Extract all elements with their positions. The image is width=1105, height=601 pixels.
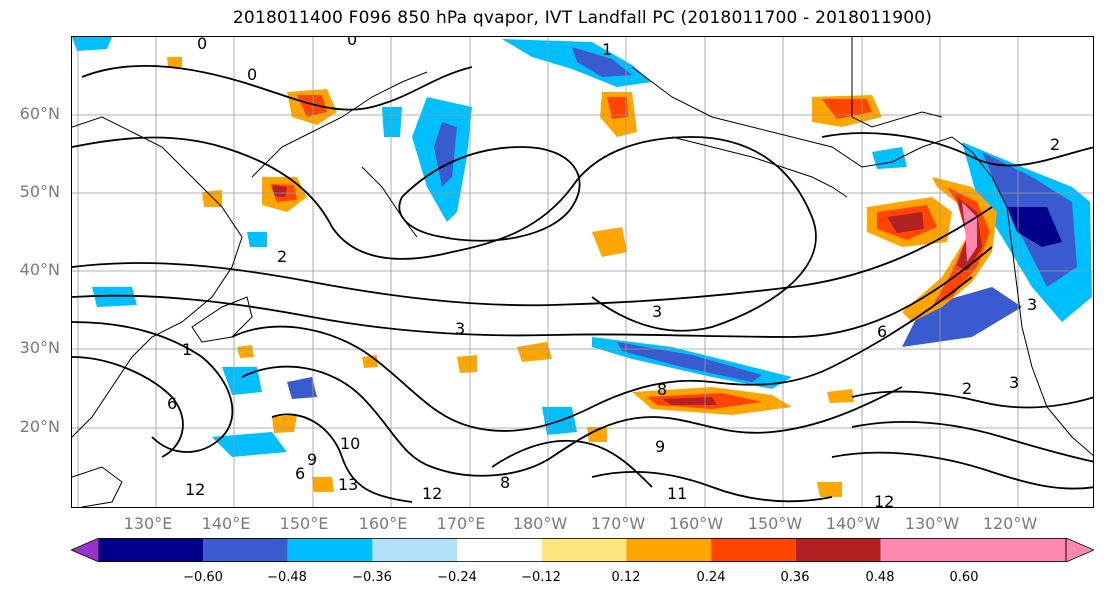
colorbar-tick-label: −0.24 — [437, 570, 477, 585]
contour-label: 9 — [655, 437, 665, 456]
colorbar-tick-label: −0.36 — [352, 570, 392, 585]
lon-label-160e: 160°E — [358, 514, 408, 533]
lon-label-140w: 140°W — [825, 514, 881, 533]
lat-label-30n: 30°N — [19, 338, 60, 357]
colorbar-segment — [203, 538, 288, 562]
contour-label: 6 — [877, 322, 887, 341]
colorbar-outline — [98, 538, 1067, 562]
colorbar-tick-label: 0.24 — [696, 570, 726, 585]
contour-label: 3 — [455, 319, 465, 338]
lon-label-150e: 150°E — [279, 514, 329, 533]
contour-label: 0 — [197, 37, 207, 53]
colorbar-tick-label: −0.60 — [183, 570, 223, 585]
contour-label: 11 — [667, 484, 687, 503]
colorbar-segments — [71, 538, 1094, 562]
colorbar-segment — [541, 538, 627, 562]
contour-label: 2 — [277, 247, 287, 266]
colorbar-tick-label: −0.12 — [521, 570, 561, 585]
colorbar-segment — [287, 538, 373, 562]
contour-label: 6 — [167, 394, 177, 413]
colorbar-segment — [711, 538, 796, 562]
ivt-contours — [72, 64, 1093, 503]
contour-label: 10 — [340, 434, 360, 453]
colorbar-segment — [372, 538, 458, 562]
shading-layer — [72, 37, 1092, 497]
lat-label-20n: 20°N — [19, 417, 60, 436]
contour-label: 1 — [182, 340, 192, 359]
lon-label-130e: 130°E — [123, 514, 173, 533]
lon-label-160w: 160°W — [668, 514, 724, 533]
contour-label: 9 — [307, 450, 317, 469]
contour-label: 3 — [1027, 295, 1037, 314]
contour-label: 8 — [500, 473, 510, 492]
colorbar-tick-label: 0.48 — [865, 570, 895, 585]
contour-label: 0 — [347, 37, 357, 49]
contour-label: 1 — [602, 40, 612, 59]
colorbar-segment — [457, 538, 542, 562]
contour-labels: 0 0 0 1 2 2 2 3 3 3 3 1 6 6 8 9 10 12 13… — [167, 37, 1060, 508]
colorbar-extend-high — [1065, 538, 1094, 562]
map-panel: 0 0 0 1 2 2 2 3 3 3 3 1 6 6 8 9 10 12 13… — [71, 36, 1094, 508]
colorbar-segment — [880, 538, 1066, 562]
colorbar-segment — [99, 538, 203, 562]
colorbar — [71, 538, 1094, 562]
contour-label: 12 — [874, 492, 894, 508]
colorbar-tick-label: 0.60 — [949, 570, 979, 585]
colorbar-segment — [626, 538, 712, 562]
lon-label-170e: 170°E — [436, 514, 486, 533]
contour-label: 8 — [657, 380, 667, 399]
colorbar-tick-label: 0.12 — [611, 570, 641, 585]
lon-label-150w: 150°W — [747, 514, 803, 533]
colorbar-tick-label: −0.48 — [267, 570, 307, 585]
lon-label-130w: 130°W — [904, 514, 960, 533]
contour-label: 12 — [185, 480, 205, 499]
lon-label-120w: 120°W — [982, 514, 1038, 533]
graticule — [72, 37, 1093, 507]
contour-label: 0 — [247, 65, 257, 84]
contour-label: 3 — [652, 302, 662, 321]
contour-label: 6 — [295, 464, 305, 483]
map-canvas: 0 0 0 1 2 2 2 3 3 3 3 1 6 6 8 9 10 12 13… — [72, 37, 1093, 508]
colorbar-tick-label: 0.36 — [780, 570, 810, 585]
colorbar-segment — [795, 538, 881, 562]
lat-label-40n: 40°N — [19, 260, 60, 279]
contour-label: 2 — [1050, 135, 1060, 154]
contour-label: 13 — [338, 475, 358, 494]
lon-label-170w: 170°W — [590, 514, 646, 533]
contour-label: 3 — [1009, 373, 1019, 392]
contour-label: 12 — [422, 484, 442, 503]
lon-label-140e: 140°E — [201, 514, 251, 533]
contour-label: 2 — [962, 379, 972, 398]
lon-label-180w: 180°W — [512, 514, 568, 533]
colorbar-extend-low — [71, 538, 100, 562]
lat-label-50n: 50°N — [19, 182, 60, 201]
lat-label-60n: 60°N — [19, 104, 60, 123]
map-title: 2018011400 F096 850 hPa qvapor, IVT Land… — [232, 8, 933, 28]
